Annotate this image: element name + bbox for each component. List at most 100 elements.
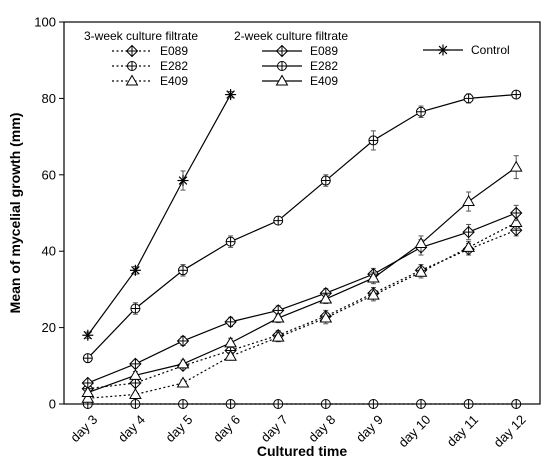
series-line (87, 212, 517, 384)
data-point (320, 175, 331, 186)
series-line (87, 229, 517, 390)
data-point (129, 357, 142, 371)
series-line (87, 166, 517, 394)
series-3wk-e282 (82, 399, 522, 409)
y-tick-label: 0 (49, 397, 56, 412)
x-tick-label: day 5 (162, 412, 195, 445)
legend-label: E089 (310, 44, 338, 58)
y-axis-title: Mean of mycelial growth (mm) (7, 113, 23, 314)
data-point (224, 315, 237, 329)
data-point (178, 265, 188, 276)
y-tick-label: 20 (42, 320, 56, 335)
x-tick-label: day 12 (491, 412, 529, 450)
data-point (176, 334, 190, 348)
data-point (125, 74, 139, 86)
data-point (509, 223, 523, 237)
plot-frame (63, 21, 541, 405)
data-point (273, 399, 284, 409)
legend-label: Control (471, 43, 510, 57)
data-point (319, 292, 333, 304)
series-3wk-e409 (81, 216, 523, 403)
data-point (462, 240, 475, 252)
x-tick-label: day 10 (395, 412, 433, 450)
data-point (125, 44, 139, 58)
data-point (225, 89, 237, 101)
data-point (414, 237, 428, 249)
y-tick-label: 80 (42, 91, 56, 106)
series-control (82, 89, 237, 341)
y-tick-label: 60 (42, 167, 56, 182)
legend-label: E282 (160, 59, 188, 73)
data-point (319, 311, 333, 323)
x-tick-label: day 3 (67, 412, 100, 445)
x-tick-label: day 6 (210, 412, 243, 445)
data-point (275, 74, 289, 86)
series-2wk-e409 (81, 155, 523, 398)
data-point (129, 387, 142, 399)
data-point (367, 288, 380, 300)
data-point (511, 89, 522, 100)
data-point (416, 106, 426, 117)
y-tick-label: 40 (42, 244, 56, 259)
series-2wk-e282 (82, 89, 522, 364)
legend-label: E089 (160, 44, 188, 58)
series-layer (81, 89, 523, 409)
data-point (414, 265, 428, 277)
legend-label: E282 (310, 59, 338, 73)
x-tick-label: day 7 (258, 412, 291, 445)
series-line (87, 94, 232, 336)
data-point (176, 357, 190, 369)
data-point (81, 391, 95, 403)
series-2wk-e089 (81, 204, 523, 390)
data-point (416, 399, 426, 409)
data-point (367, 271, 380, 283)
data-point (509, 206, 523, 220)
data-point (511, 399, 522, 409)
series-line (87, 93, 517, 359)
data-point (177, 175, 189, 187)
legend: 3-week culture filtrateE089E282E4092-wee… (84, 29, 510, 88)
data-point (176, 376, 190, 388)
data-point (225, 399, 236, 409)
data-point (509, 160, 523, 172)
x-tick-label: day 4 (115, 412, 148, 445)
data-point (320, 399, 331, 409)
data-point (178, 399, 188, 409)
data-point (130, 303, 141, 314)
x-axis-title: Cultured time (257, 443, 347, 459)
x-tick-label: day 8 (305, 412, 338, 445)
data-point (275, 44, 289, 58)
y-tick-label: 100 (34, 15, 56, 30)
data-point (509, 216, 523, 228)
data-point (462, 195, 475, 207)
data-point (82, 329, 94, 341)
legend-group: Control (423, 43, 510, 57)
data-point (368, 135, 379, 146)
legend-label: E409 (310, 74, 338, 88)
legend-label: E409 (160, 74, 188, 88)
data-point (81, 386, 95, 398)
data-point (129, 264, 141, 276)
data-point (463, 93, 474, 104)
series-line (87, 222, 517, 399)
data-point (271, 330, 285, 342)
series-3wk-e089 (81, 223, 523, 395)
legend-group-title: 3-week culture filtrate (84, 29, 198, 43)
data-point (129, 368, 142, 380)
x-tick-label: day 11 (444, 412, 482, 450)
x-tick-label: day 9 (353, 412, 386, 445)
data-point (437, 44, 449, 56)
data-point (224, 349, 237, 361)
data-point (127, 61, 137, 71)
data-point (277, 61, 287, 71)
data-point (271, 311, 285, 323)
data-point (368, 399, 379, 409)
data-point (273, 215, 284, 226)
data-point (225, 236, 236, 247)
data-point (463, 399, 474, 409)
legend-group-title: 2-week culture filtrate (234, 29, 348, 43)
data-point (130, 399, 141, 409)
data-point (82, 353, 93, 364)
